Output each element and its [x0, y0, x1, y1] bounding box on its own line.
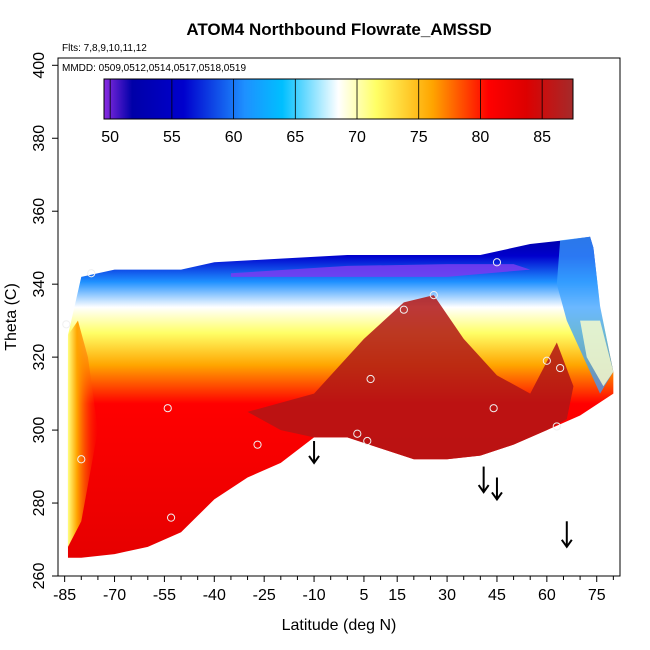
sample-point	[556, 363, 565, 373]
sample-point	[492, 258, 502, 267]
field-right-fringe	[580, 320, 614, 387]
x-tick-label: -55	[153, 587, 176, 604]
colorbar: 50 55 60 65 70 75 80 85	[101, 78, 574, 146]
y-axis-label: Theta (C)	[3, 283, 20, 351]
x-tick-label: 15	[388, 587, 406, 604]
sample-point	[429, 291, 438, 300]
dates-note: MMDD: 0509,0512,0514,0517,0518,0519	[62, 63, 246, 74]
y-tick-label: 360	[31, 198, 48, 225]
field-purple-core	[230, 264, 531, 277]
sample-point	[166, 513, 176, 522]
colorbar-tick-label: 80	[472, 129, 490, 146]
y-tick-label: 260	[31, 563, 48, 590]
colorbar-tick-label: 60	[225, 129, 243, 146]
x-tick-label: 5	[359, 587, 368, 604]
colorbar-tick-label: 55	[163, 129, 181, 146]
x-tick-label: -70	[103, 587, 126, 604]
sample-point	[77, 455, 86, 464]
x-tick-label: -10	[302, 587, 325, 604]
x-tick-label: 30	[438, 587, 456, 604]
sample-point	[62, 320, 71, 329]
x-axis-label: Latitude (deg N)	[282, 617, 397, 634]
colorbar-tick-label: 50	[101, 129, 119, 146]
sample-point	[363, 436, 372, 446]
y-tick-label: 400	[31, 52, 48, 79]
colorbar-tick-label: 65	[286, 129, 304, 146]
field-left-edge	[67, 320, 98, 547]
down-arrow-icon	[308, 441, 320, 465]
sample-point	[489, 404, 498, 413]
flights-note: Flts: 7,8,9,10,11,12	[62, 43, 147, 54]
sample-point	[353, 429, 362, 438]
x-tick-label: 60	[538, 587, 556, 604]
x-tick-label: 75	[588, 587, 606, 604]
chart-title: ATOM4 Northbound Flowrate_AMSSD	[186, 20, 491, 39]
x-axis: -85 -70 -55 -40 -25 -10 5 15 30 45 60 75	[53, 576, 614, 604]
colorbar-tick-label: 70	[348, 129, 366, 146]
colorbar-tick-label: 75	[410, 129, 428, 146]
sample-point	[552, 422, 561, 431]
y-tick-label: 280	[31, 490, 48, 517]
down-arrow-icon	[491, 477, 503, 502]
flowrate-field	[67, 236, 614, 558]
sample-point	[253, 440, 262, 449]
sample-points	[62, 258, 565, 522]
sample-point	[163, 404, 172, 413]
colorbar-tick-label: 85	[533, 129, 551, 146]
sample-point	[366, 374, 375, 384]
y-tick-label: 380	[31, 125, 48, 152]
y-axis: 260 280 300 320 340 360 380 400	[31, 52, 58, 590]
field-dark-core	[247, 295, 574, 460]
plot-frame	[57, 57, 621, 577]
colorbar-gradient	[103, 78, 574, 120]
x-tick-label: -85	[53, 587, 76, 604]
x-tick-label: -25	[253, 587, 276, 604]
y-tick-label: 340	[31, 271, 48, 298]
sample-point	[399, 305, 408, 314]
y-tick-label: 300	[31, 417, 48, 444]
sample-point	[542, 356, 551, 365]
down-arrow-icon	[560, 521, 573, 549]
y-tick-label: 320	[31, 344, 48, 371]
x-tick-label: 45	[488, 587, 506, 604]
arrow-markers	[308, 441, 573, 549]
x-tick-label: -40	[203, 587, 226, 604]
down-arrow-icon	[477, 466, 490, 494]
sample-point	[87, 269, 96, 278]
